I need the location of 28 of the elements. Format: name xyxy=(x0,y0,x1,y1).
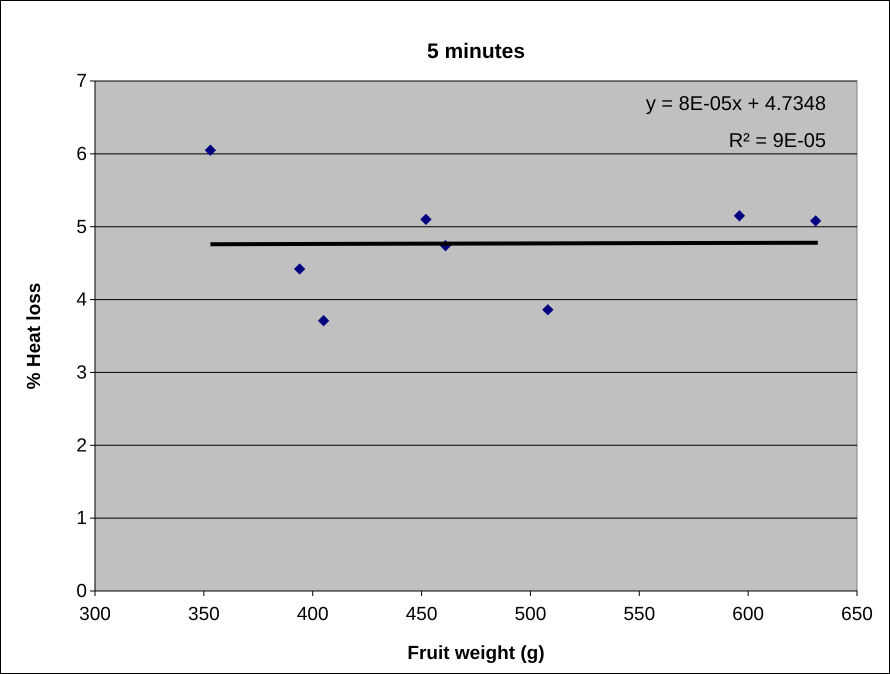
x-axis-title: Fruit weight (g) xyxy=(407,643,545,664)
x-tick-label: 600 xyxy=(732,604,764,625)
y-tick-label: 0 xyxy=(76,581,87,602)
point xyxy=(420,214,432,226)
y-tick-label: 2 xyxy=(76,435,87,456)
x-tick-label: 550 xyxy=(623,604,656,625)
y-tick-label: 4 xyxy=(76,290,88,311)
y-axis-title: % Heat loss xyxy=(24,282,45,390)
x-tick-label: 500 xyxy=(514,604,546,625)
point xyxy=(294,263,306,275)
x-tick-label: 350 xyxy=(188,604,220,625)
point xyxy=(810,215,822,227)
chart-title: 5 minutes xyxy=(426,40,526,63)
point xyxy=(734,210,746,222)
point xyxy=(204,144,216,156)
x-tick-label: 400 xyxy=(296,604,329,625)
x-tick-label: 450 xyxy=(406,604,438,625)
y-tick-label: 5 xyxy=(76,216,87,238)
y-tick-label: 1 xyxy=(76,508,87,530)
annotation: R² = 9E-05 xyxy=(728,130,826,152)
y-tick-label: 7 xyxy=(76,71,87,92)
x-tick-label: 650 xyxy=(841,604,873,625)
point xyxy=(542,304,554,316)
point xyxy=(318,315,330,326)
annotation: y = 8E-05x + 4.7348 xyxy=(646,93,826,115)
y-tick-label: 6 xyxy=(76,144,87,165)
x-tick-label: 300 xyxy=(79,604,111,625)
y-tick-label: 3 xyxy=(76,362,87,384)
